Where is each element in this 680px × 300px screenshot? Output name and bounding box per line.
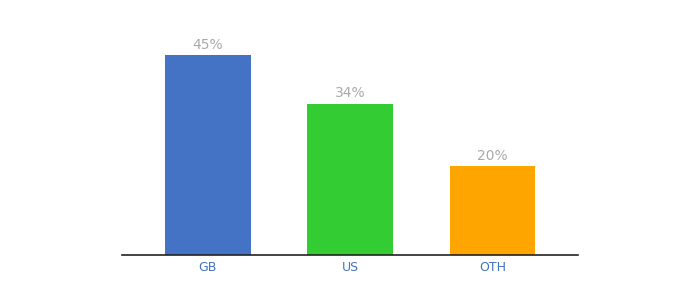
Text: 20%: 20% [477, 148, 508, 163]
Text: 34%: 34% [335, 86, 366, 100]
Bar [165, 55, 250, 255]
Bar [450, 166, 535, 255]
Text: 45%: 45% [192, 38, 223, 52]
Bar [307, 104, 393, 255]
